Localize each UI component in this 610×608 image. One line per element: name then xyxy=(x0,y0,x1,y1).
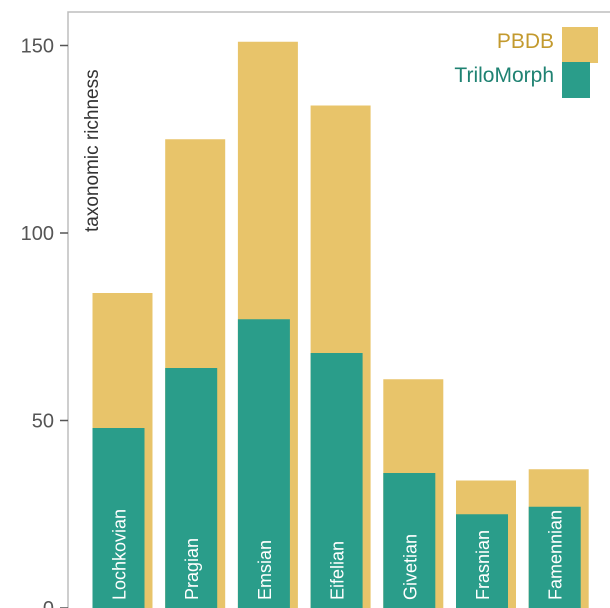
category-label-pragian: Pragian xyxy=(182,538,202,600)
bar-trilomorph-eifelian xyxy=(310,353,363,608)
category-label-givetian: Givetian xyxy=(400,534,420,600)
bar-trilomorph-pragian xyxy=(165,368,218,608)
category-label-emsian: Emsian xyxy=(255,540,275,600)
bar-trilomorph-lochkovian xyxy=(92,428,145,608)
bars xyxy=(92,41,589,608)
bar-trilomorph-famennian xyxy=(528,506,581,608)
legend-label-pbdb: PBDB xyxy=(497,30,554,53)
legend-label-trilomorph: TriloMorph xyxy=(454,64,554,87)
bar-trilomorph-emsian xyxy=(237,319,290,608)
bar-trilomorph-givetian xyxy=(383,473,436,608)
y-tick-label: 100 xyxy=(21,223,54,245)
category-label-famennian: Famennian xyxy=(546,510,566,600)
y-tick-label: 150 xyxy=(21,36,54,58)
category-label-frasnian: Frasnian xyxy=(473,530,493,600)
plot-frame xyxy=(67,11,610,608)
y-tick-label: 50 xyxy=(32,411,54,433)
legend: PBDB TriloMorph xyxy=(454,27,598,98)
y-axis: 0 50 100 150 xyxy=(21,36,68,608)
legend-swatch-pbdb xyxy=(562,27,598,63)
y-tick-label: 0 xyxy=(43,598,54,608)
category-label-lochkovian: Lochkovian xyxy=(110,509,130,600)
category-labels: Lochkovian Pragian Emsian Eifelian Givetian F… xyxy=(110,509,566,600)
bar-trilomorph-frasnian xyxy=(456,514,508,608)
y-axis-title: taxonomic richness xyxy=(82,69,103,232)
legend-swatch-trilomorph xyxy=(562,62,590,98)
category-label-eifelian: Eifelian xyxy=(328,541,348,600)
